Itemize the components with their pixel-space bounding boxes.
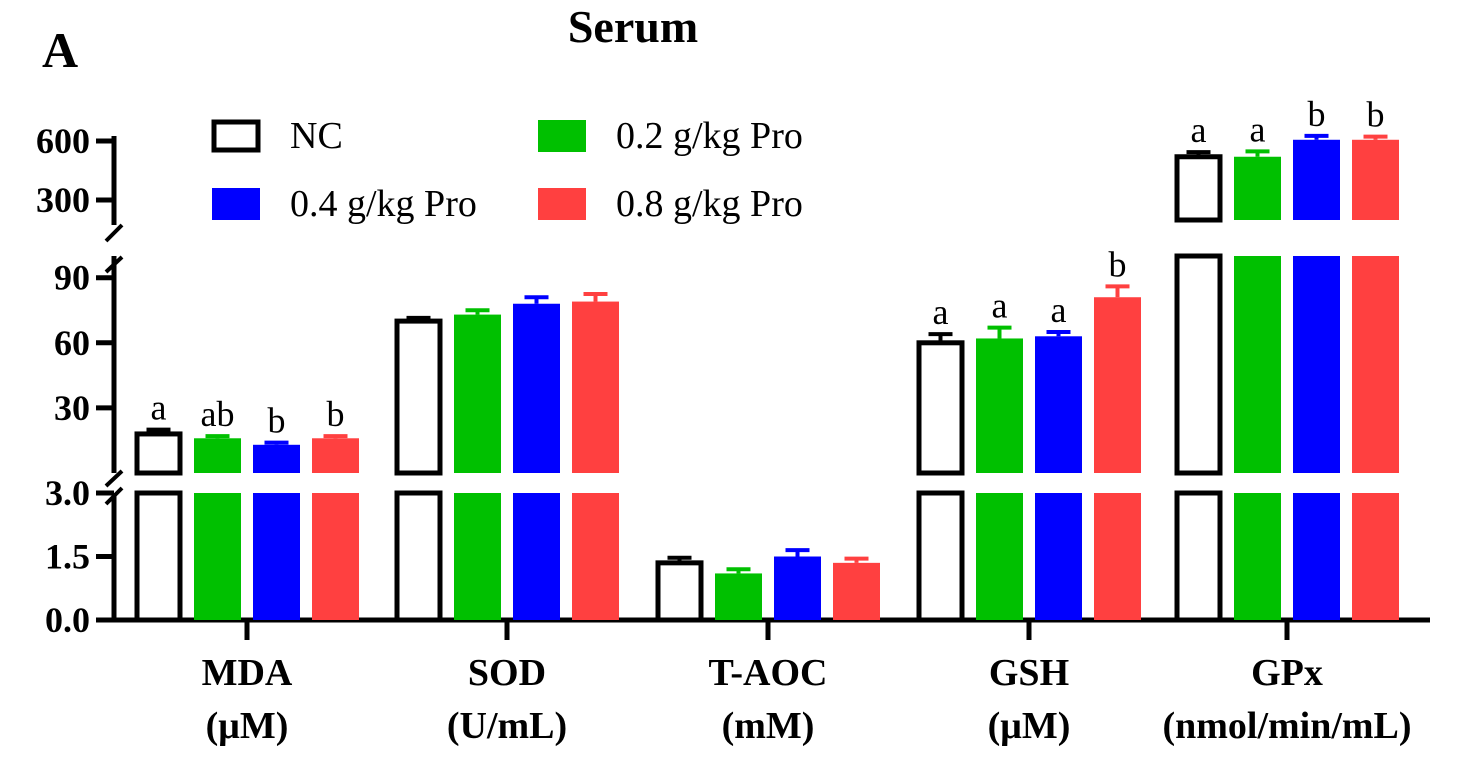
bar-gpx-4 bbox=[1352, 256, 1399, 473]
bar-gpx-2 bbox=[1234, 256, 1281, 473]
bar-gpx-3 bbox=[1293, 493, 1340, 620]
bar-mda-4 bbox=[312, 438, 359, 473]
y-tick-label: 30 bbox=[54, 388, 90, 428]
bar-t-aoc-3 bbox=[774, 556, 821, 620]
legend-label: 0.2 g/kg Pro bbox=[616, 115, 803, 157]
y-tick-label: 300 bbox=[36, 180, 90, 220]
bar-gpx-2 bbox=[1234, 156, 1281, 220]
y-tick-label: 1.5 bbox=[45, 537, 90, 577]
bar-sod-1 bbox=[394, 318, 443, 476]
bar-series: a ab b ba a aba a b b bbox=[134, 94, 1399, 623]
legend-swatch bbox=[211, 119, 261, 153]
bar-gpx-1 bbox=[1174, 253, 1223, 476]
significance-letter: b bbox=[1109, 244, 1127, 284]
x-label-unit: (mM) bbox=[722, 705, 815, 747]
legend-swatch bbox=[538, 188, 586, 220]
bar-mda-3 bbox=[253, 444, 300, 473]
bar-sod-1 bbox=[394, 490, 443, 623]
bar-gsh-1 bbox=[916, 340, 965, 476]
bar-sod-2 bbox=[454, 493, 501, 620]
bar-sod-3 bbox=[513, 303, 560, 473]
x-category-labels: MDA (μM) SOD (U/mL) T-AOC (mM) GSH (μM) GPx (nmol… bbox=[202, 652, 1412, 747]
x-label-unit: (μM) bbox=[206, 705, 289, 747]
legend-label: 0.4 g/kg Pro bbox=[290, 183, 477, 225]
bar-gpx-4 bbox=[1352, 493, 1399, 620]
legend-label: 0.8 g/kg Pro bbox=[616, 183, 803, 225]
x-label-name: GPx bbox=[1251, 652, 1323, 694]
significance-letter: a bbox=[1250, 109, 1266, 149]
axis-break-mark bbox=[104, 223, 124, 243]
significance-letter: a bbox=[1051, 290, 1067, 330]
bar-gpx-2 bbox=[1234, 493, 1281, 620]
bar-gpx-1 bbox=[1174, 154, 1223, 223]
significance-letter: b bbox=[1367, 95, 1385, 135]
legend-swatch bbox=[212, 188, 260, 220]
bar-t-aoc-1 bbox=[655, 560, 704, 623]
y-tick-label: 0.0 bbox=[45, 600, 90, 640]
significance-letter: a bbox=[151, 388, 167, 428]
legend-swatch bbox=[538, 120, 586, 152]
bar-gsh-3 bbox=[1035, 493, 1082, 620]
bar-t-aoc-2 bbox=[715, 573, 762, 620]
bar-mda-2 bbox=[194, 438, 241, 473]
bar-gsh-4 bbox=[1094, 493, 1141, 620]
bar-gsh-4 bbox=[1094, 297, 1141, 473]
bar-gsh-3 bbox=[1035, 336, 1082, 473]
y-tick-labels: 600 300 90 60 30 3.0 1.5 0.0 bbox=[36, 121, 90, 640]
legend-label: NC bbox=[290, 115, 343, 157]
bar-mda-3 bbox=[253, 493, 300, 620]
bar-gpx-3 bbox=[1293, 139, 1340, 220]
chart-title: Serum bbox=[568, 1, 698, 52]
bar-sod-2 bbox=[454, 314, 501, 473]
y-tick-label: 3.0 bbox=[45, 473, 90, 513]
significance-letter: a bbox=[1191, 110, 1207, 150]
bar-sod-3 bbox=[513, 493, 560, 620]
significance-letter: a bbox=[933, 292, 949, 332]
bar-gpx-3 bbox=[1293, 256, 1340, 473]
significance-letter: b bbox=[327, 394, 345, 434]
x-label-name: MDA bbox=[202, 652, 293, 694]
x-label-unit: (U/mL) bbox=[447, 705, 567, 747]
legend: NC 0.2 g/kg Pro 0.4 g/kg Pro 0.8 g/kg Pro bbox=[211, 115, 803, 225]
axis-break-mark bbox=[104, 255, 124, 274]
bar-gsh-2 bbox=[976, 493, 1023, 620]
axis-break-mark bbox=[104, 469, 124, 488]
significance-letter: a bbox=[992, 286, 1008, 326]
panel-label: A bbox=[42, 22, 78, 78]
significance-letter: ab bbox=[201, 394, 235, 434]
axis-break-mark bbox=[104, 486, 124, 506]
y-tick-label: 60 bbox=[54, 323, 90, 363]
bar-mda-4 bbox=[312, 493, 359, 620]
bar-mda-1 bbox=[134, 431, 183, 476]
bar-sod-4 bbox=[572, 301, 619, 473]
x-label-name: SOD bbox=[468, 652, 546, 694]
bar-t-aoc-4 bbox=[833, 562, 880, 620]
x-label-unit: (nmol/min/mL) bbox=[1162, 705, 1411, 747]
bar-mda-2 bbox=[194, 493, 241, 620]
bar-gpx-1 bbox=[1174, 490, 1223, 623]
bar-gpx-4 bbox=[1352, 139, 1399, 220]
y-tick-label: 600 bbox=[36, 121, 90, 161]
bar-sod-4 bbox=[572, 493, 619, 620]
bar-mda-1 bbox=[134, 490, 183, 623]
x-label-unit: (μM) bbox=[988, 705, 1071, 747]
y-tick-label: 90 bbox=[54, 258, 90, 298]
bar-gsh-2 bbox=[976, 338, 1023, 473]
x-label-name: GSH bbox=[989, 652, 1069, 694]
significance-letter: b bbox=[1308, 94, 1326, 134]
bar-gsh-1 bbox=[916, 490, 965, 623]
x-label-name: T-AOC bbox=[709, 652, 828, 694]
significance-letter: b bbox=[268, 401, 286, 441]
